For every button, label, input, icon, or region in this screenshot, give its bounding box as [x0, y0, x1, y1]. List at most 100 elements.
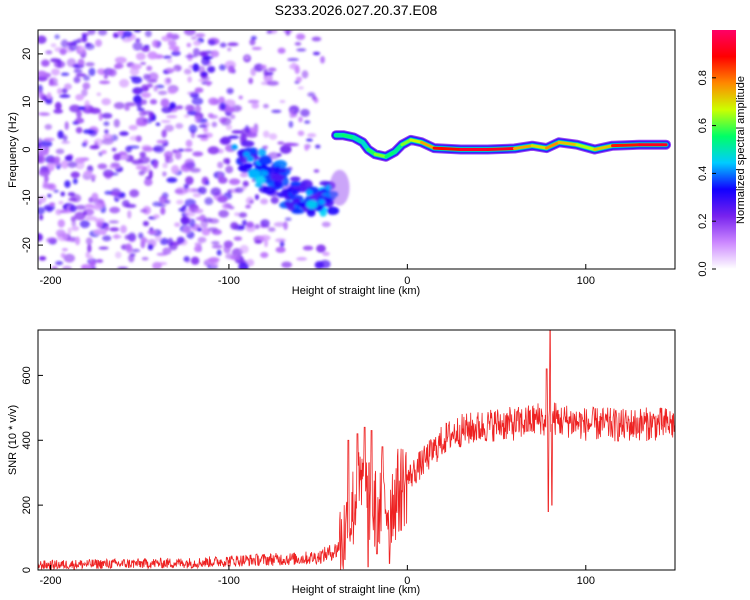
heatmap-cell — [124, 105, 130, 111]
heatmap-cell — [96, 92, 102, 96]
heatmap-cell — [127, 210, 132, 219]
heatmap-cell — [50, 58, 60, 63]
heatmap-cell — [259, 155, 272, 165]
heatmap-cell — [41, 59, 50, 67]
heatmap-cell — [306, 209, 316, 217]
heatmap-cell — [176, 236, 185, 244]
heatmap-cell — [268, 133, 278, 140]
heatmap-cell — [186, 42, 192, 48]
heatmap-cell — [85, 237, 93, 245]
heatmap-cell — [246, 156, 254, 163]
heatmap-cell — [175, 123, 184, 129]
heatmap-cell — [89, 145, 100, 150]
heatmap-cell — [295, 33, 306, 41]
heatmap-cell — [38, 35, 47, 44]
heatmap-cell — [42, 183, 55, 190]
heatmap-cell — [62, 134, 68, 142]
heatmap-cell — [238, 95, 243, 100]
heatmap-cell — [202, 127, 209, 133]
colorbar: 0.0 0.2 0.4 0.6 0.8 Normalized spectral ampl… — [697, 30, 747, 277]
heatmap-cell — [160, 206, 166, 215]
heatmap-cell — [113, 118, 120, 128]
heatmap-cell — [114, 56, 127, 64]
heatmap-cell — [133, 89, 140, 94]
heatmap-cell — [72, 39, 81, 44]
heatmap-cell — [263, 103, 269, 109]
heatmap-cell — [295, 76, 303, 83]
heatmap-ridge-core — [432, 146, 463, 151]
heatmap-cell — [38, 155, 46, 164]
heatmap-cell — [304, 120, 311, 124]
heatmap-cell — [129, 75, 138, 80]
heatmap-cell — [38, 90, 44, 98]
heatmap-cell — [103, 172, 113, 178]
heatmap-cell — [186, 91, 198, 95]
heatmap-cell — [148, 72, 159, 82]
heatmap-cell — [82, 129, 95, 134]
x-tick-label: 0 — [404, 275, 410, 287]
heatmap-cell — [267, 227, 276, 232]
heatmap-cell — [53, 156, 61, 164]
heatmap-cell — [192, 151, 204, 157]
heatmap-cell — [38, 214, 44, 221]
heatmap-ridge-core — [400, 138, 413, 147]
heatmap-cell — [152, 214, 160, 219]
heatmap-cell — [275, 246, 286, 253]
heatmap-cell — [259, 234, 271, 241]
heatmap-cell — [43, 137, 55, 142]
heatmap-cell — [89, 173, 97, 180]
heatmap-cell — [197, 65, 206, 74]
heatmap-cell — [82, 82, 91, 90]
heatmap-cell — [245, 132, 258, 138]
heatmap-cell — [280, 190, 289, 198]
heatmap-cell — [101, 98, 111, 106]
heatmap-cell — [170, 165, 180, 175]
heatmap-cell — [111, 147, 117, 152]
heatmap-cell — [216, 249, 222, 256]
heatmap-cell — [159, 237, 169, 246]
heatmap-cell — [38, 200, 42, 206]
heatmap-cell — [284, 201, 291, 207]
spectrogram-y-label: Frequency (Hz) — [7, 112, 19, 188]
heatmap-cell — [282, 177, 290, 187]
heatmap-cell — [71, 221, 77, 227]
heatmap-cell — [120, 225, 127, 234]
snr-x-label: Height of straight line (km) — [292, 584, 420, 596]
heatmap-cell — [148, 169, 153, 179]
heatmap-cell — [165, 156, 174, 164]
heatmap-cell — [38, 233, 43, 242]
y-tick-label: 10 — [21, 96, 33, 108]
heatmap-cell — [83, 75, 90, 81]
heatmap-cell — [57, 87, 63, 95]
heatmap-cell — [223, 244, 231, 254]
heatmap-cell — [53, 108, 64, 114]
heatmap-cell — [128, 124, 138, 131]
heatmap-cell — [64, 121, 69, 131]
heatmap-cell — [166, 32, 174, 39]
heatmap-cell — [297, 130, 305, 137]
heatmap-cell — [208, 218, 220, 224]
heatmap-cell — [277, 141, 285, 145]
heatmap-cell — [231, 130, 244, 134]
heatmap-cell — [70, 216, 77, 223]
heatmap-cell — [279, 144, 292, 154]
heatmap-cell — [273, 222, 286, 228]
heatmap-cell — [234, 212, 240, 217]
heatmap-cell — [38, 206, 46, 215]
heatmap-cell — [122, 30, 133, 38]
heatmap-cell — [132, 41, 143, 51]
heatmap-cell — [211, 244, 223, 249]
heatmap-cell — [218, 96, 225, 104]
heatmap-cell — [64, 180, 71, 188]
heatmap-cell — [126, 245, 133, 254]
heatmap-cell — [315, 144, 321, 149]
heatmap-cell — [95, 39, 103, 47]
heatmap-cell — [290, 181, 302, 187]
heatmap-cell — [289, 176, 301, 182]
heatmap-cell — [183, 148, 193, 152]
heatmap-cell — [227, 107, 236, 113]
heatmap-cell — [302, 245, 314, 251]
heatmap-cell — [176, 199, 184, 205]
heatmap-ridge-core — [341, 133, 356, 140]
